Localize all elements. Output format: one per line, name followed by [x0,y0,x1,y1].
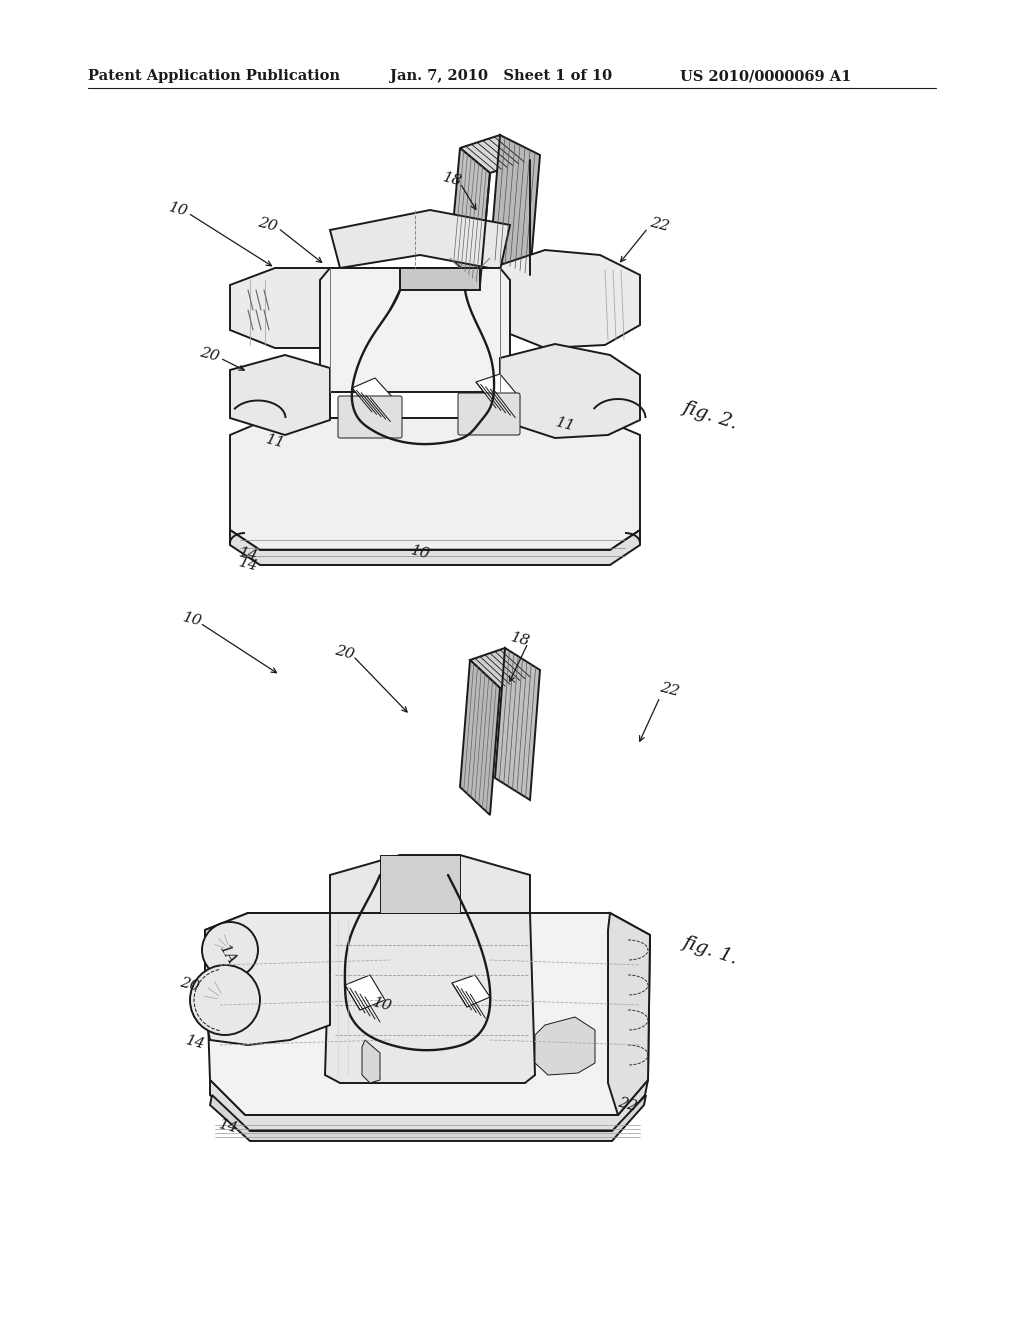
Polygon shape [380,855,460,913]
Text: 10: 10 [181,611,203,630]
Polygon shape [345,975,385,1010]
Circle shape [190,965,260,1035]
Text: 14: 14 [237,545,259,564]
Polygon shape [400,268,480,290]
Text: 20: 20 [257,215,280,234]
Polygon shape [205,913,650,1115]
Polygon shape [500,249,640,348]
Text: 10: 10 [167,201,189,219]
Polygon shape [500,345,640,438]
Text: 11: 11 [554,416,577,434]
Text: fig. 1.: fig. 1. [680,933,740,968]
Text: 20: 20 [199,346,221,364]
FancyBboxPatch shape [338,396,402,438]
Text: 18: 18 [509,631,531,649]
Polygon shape [230,268,370,348]
Text: 11: 11 [264,433,287,451]
Circle shape [202,921,258,978]
Polygon shape [210,1080,648,1130]
Polygon shape [535,1016,595,1074]
Text: Jan. 7, 2010   Sheet 1 of 10: Jan. 7, 2010 Sheet 1 of 10 [390,69,612,83]
Text: US 2010/0000069 A1: US 2010/0000069 A1 [680,69,851,83]
Text: 22: 22 [649,215,671,234]
Polygon shape [319,268,510,392]
Text: 22: 22 [658,681,681,700]
Text: 14: 14 [237,556,259,574]
FancyBboxPatch shape [458,393,520,436]
Polygon shape [230,418,640,550]
Polygon shape [490,135,540,275]
Polygon shape [452,975,490,1007]
Polygon shape [608,913,650,1115]
Polygon shape [330,855,530,913]
Polygon shape [476,374,520,408]
Text: 20: 20 [334,644,356,663]
Polygon shape [210,1096,646,1140]
Text: 10: 10 [371,995,393,1014]
Polygon shape [230,531,640,565]
Polygon shape [325,913,535,1082]
Text: Patent Application Publication: Patent Application Publication [88,69,340,83]
Polygon shape [362,1040,380,1082]
Polygon shape [495,648,540,800]
Text: 14: 14 [217,1118,240,1137]
Polygon shape [460,135,530,173]
Text: 1A: 1A [217,942,240,968]
Text: 20: 20 [179,975,202,994]
Polygon shape [470,648,535,688]
Polygon shape [330,210,510,271]
Text: 18: 18 [440,170,463,189]
Polygon shape [352,378,395,412]
Polygon shape [460,660,500,814]
Text: fig. 2.: fig. 2. [680,397,740,433]
Polygon shape [230,355,330,436]
Polygon shape [205,913,330,1045]
Polygon shape [450,148,490,285]
Text: 10: 10 [409,544,431,562]
Text: 22: 22 [616,1096,639,1114]
Text: 14: 14 [183,1034,206,1052]
